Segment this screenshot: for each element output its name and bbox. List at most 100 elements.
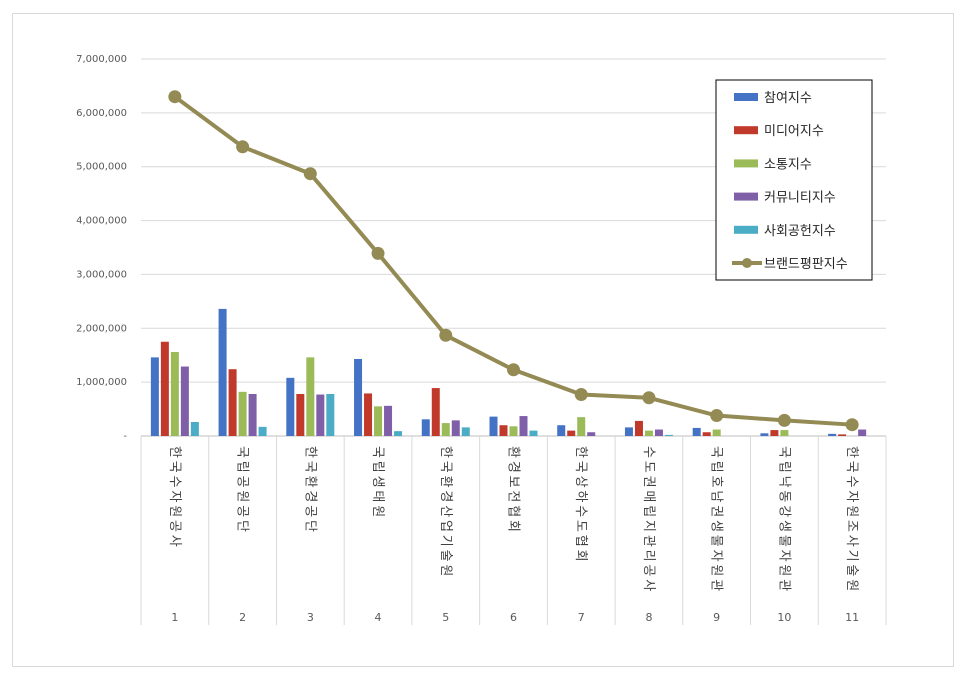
bar bbox=[529, 430, 538, 436]
category-name-char: 한 bbox=[844, 446, 859, 458]
category-name-char: 협 bbox=[506, 505, 521, 517]
category-name-char: 전 bbox=[506, 490, 521, 502]
bar bbox=[441, 423, 450, 436]
x-axis: 한국수자원공사1국립공원공단2한국환경공단3국립생태원4한국환경산업기술원5환경… bbox=[140, 436, 887, 625]
category-number: 7 bbox=[578, 611, 585, 624]
category-name-char: 사 bbox=[844, 535, 859, 547]
category-name-char: 단 bbox=[302, 520, 317, 532]
bar bbox=[780, 430, 789, 436]
legend-label: 소통지수 bbox=[764, 157, 812, 172]
category-name-char: 협 bbox=[573, 535, 588, 547]
category-name-char: 권 bbox=[641, 476, 656, 488]
category-number: 11 bbox=[845, 611, 859, 624]
bar bbox=[394, 431, 403, 436]
category-name-char: 매 bbox=[641, 490, 656, 502]
category-name-char: 업 bbox=[438, 520, 453, 532]
category-name-char: 사 bbox=[167, 535, 182, 547]
legend-swatch bbox=[734, 126, 758, 135]
category-name-char: 술 bbox=[438, 550, 453, 562]
y-tick-label: 7,000,000 bbox=[76, 54, 127, 65]
category-name-char: 공 bbox=[235, 505, 250, 517]
category-name-char: 공 bbox=[235, 476, 250, 488]
bar bbox=[858, 429, 867, 436]
bar bbox=[634, 420, 643, 436]
category-name-char: 동 bbox=[776, 490, 791, 502]
bar bbox=[306, 357, 315, 436]
category-name-char: 한 bbox=[302, 446, 317, 458]
legend-marker bbox=[742, 258, 752, 268]
legend-label: 브랜드평판지수 bbox=[764, 257, 848, 272]
line-point bbox=[168, 90, 182, 104]
bar bbox=[296, 393, 305, 436]
category-name-char: 기 bbox=[844, 550, 859, 562]
category-name-char: 강 bbox=[776, 505, 791, 517]
y-tick-label: 3,000,000 bbox=[76, 269, 127, 280]
category-name-char: 국 bbox=[167, 461, 182, 473]
bar bbox=[770, 430, 779, 436]
category-name-char: 공 bbox=[641, 564, 656, 576]
category-name-char: 자 bbox=[709, 550, 724, 562]
y-axis: - 1,000,000 2,000,000 3,000,000 4,000,000 5,0… bbox=[76, 54, 127, 442]
bar bbox=[451, 420, 460, 436]
category-name-char: 생 bbox=[776, 520, 791, 532]
category-name-char: 원 bbox=[844, 579, 859, 591]
category-name-char: 국 bbox=[776, 446, 791, 458]
legend-swatch bbox=[734, 225, 758, 234]
category-name-char: 수 bbox=[573, 505, 588, 517]
category-number: 8 bbox=[645, 611, 652, 624]
category-number: 10 bbox=[777, 611, 791, 624]
y-tick-label: - bbox=[123, 431, 127, 442]
bar bbox=[654, 429, 663, 436]
line-point bbox=[303, 167, 317, 181]
category-name-char: 원 bbox=[167, 505, 182, 517]
chart-svg: - 1,000,000 2,000,000 3,000,000 4,000,000 5,0… bbox=[76, 54, 887, 625]
bar bbox=[587, 432, 596, 436]
category-name-char: 립 bbox=[370, 461, 385, 473]
chart-frame: - 1,000,000 2,000,000 3,000,000 4,000,000 5,0… bbox=[12, 13, 954, 667]
category-name-char: 국 bbox=[573, 461, 588, 473]
legend-swatch bbox=[734, 93, 758, 101]
bar bbox=[180, 366, 189, 436]
y-tick-label: 2,000,000 bbox=[76, 323, 127, 334]
category-name-char: 남 bbox=[709, 490, 724, 502]
bar bbox=[567, 430, 576, 436]
legend-swatch bbox=[734, 159, 758, 168]
category-name-char: 한 bbox=[438, 446, 453, 458]
category-name-char: 생 bbox=[709, 520, 724, 532]
category-name-char: 관 bbox=[709, 579, 724, 591]
category-name-char: 생 bbox=[370, 476, 385, 488]
category-name-char: 하 bbox=[573, 490, 588, 502]
bar bbox=[557, 425, 566, 436]
category-name-char: 자 bbox=[776, 550, 791, 562]
category-number: 2 bbox=[239, 611, 246, 624]
bar bbox=[170, 351, 179, 436]
category-name-char: 국 bbox=[235, 446, 250, 458]
line-point bbox=[439, 328, 453, 342]
bar bbox=[664, 434, 673, 436]
legend-swatch bbox=[734, 192, 758, 201]
bar bbox=[248, 393, 257, 436]
bar bbox=[228, 369, 237, 436]
category-name-char: 보 bbox=[506, 476, 521, 488]
legend-label: 미디어지수 bbox=[764, 124, 824, 139]
category-name-char: 립 bbox=[235, 461, 250, 473]
category-name-char: 국 bbox=[370, 446, 385, 458]
category-number: 4 bbox=[375, 611, 382, 624]
category-name-char: 원 bbox=[844, 505, 859, 517]
category-name-char: 공 bbox=[302, 505, 317, 517]
category-name-char: 원 bbox=[438, 564, 453, 576]
bar bbox=[150, 357, 159, 436]
category-name-char: 낙 bbox=[776, 476, 791, 488]
category-number: 5 bbox=[442, 611, 449, 624]
bar bbox=[258, 426, 267, 436]
line-point bbox=[777, 413, 791, 427]
category-number: 1 bbox=[171, 611, 178, 624]
bar bbox=[489, 416, 498, 436]
category-name-char: 립 bbox=[709, 461, 724, 473]
category-name-char: 상 bbox=[573, 476, 588, 488]
bar bbox=[326, 393, 335, 436]
category-name-char: 립 bbox=[776, 461, 791, 473]
bar bbox=[461, 427, 470, 436]
bar bbox=[384, 405, 393, 436]
